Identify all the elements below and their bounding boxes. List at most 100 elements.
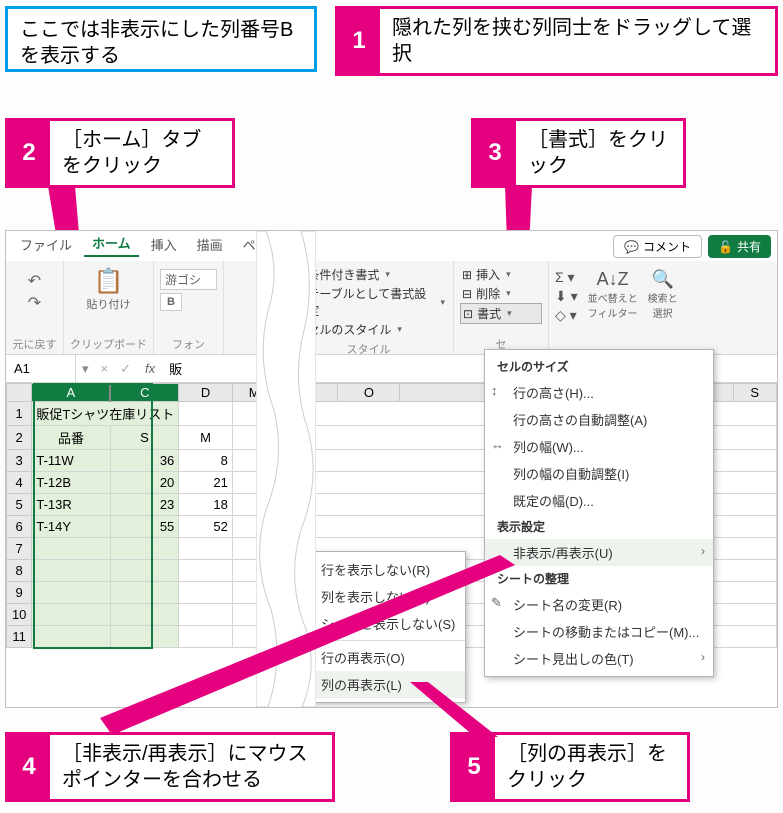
step-1-text: 隠れた列を挟む列同士をドラッグして選択 [380,9,775,73]
cell-a2[interactable]: 品番 [32,426,110,450]
row-header-5[interactable]: 5 [7,494,32,516]
find-label: 検索と 選択 [648,290,678,320]
cond-label: 条件付き書式 [307,266,379,283]
format-button[interactable]: ⊡書式▾ [460,303,542,324]
row-header-6[interactable]: 6 [7,516,32,538]
paste-icon[interactable]: 📋 [94,267,124,296]
tab-draw[interactable]: 描画 [189,232,231,257]
formula-content[interactable]: 販 [163,359,182,378]
row-header-3[interactable]: 3 [7,450,32,472]
col-header-a[interactable]: A [32,384,110,402]
row-header-4[interactable]: 4 [7,472,32,494]
row-header-2[interactable]: 2 [7,426,32,450]
step-5-number: 5 [453,735,495,799]
step-1-number: 1 [338,9,380,73]
share-label: 共有 [737,238,761,255]
col-width-icon: ↔ [491,437,504,452]
format-label: 書式 [477,305,501,322]
insert-cells[interactable]: ⊞挿入▾ [460,265,542,284]
bold-button[interactable]: B [160,293,182,311]
cell-d6[interactable]: 52 [179,516,233,538]
delete-icon: ⊟ [462,287,472,301]
row-header-11[interactable]: 11 [7,626,32,648]
menu-autofit-col[interactable]: 列の幅の自動調整(I) [485,460,713,487]
menu-rowh-label: 行の高さ(H)... [513,386,594,401]
submenu-arrow-icon: › [701,544,705,558]
comment-button[interactable]: 💬 コメント [613,235,702,258]
undo-icon[interactable]: ↶ [28,271,41,291]
step-3-text: ［書式］をクリック [516,121,683,185]
sum-icon[interactable]: Σ ▾ [555,269,578,286]
step-2-callout: 2 ［ホーム］タブをクリック [5,118,235,188]
row-header-10[interactable]: 10 [7,604,32,626]
tab-home[interactable]: ホーム [84,230,139,257]
name-box-chev[interactable]: ▾ [76,361,95,377]
cell-a4[interactable]: T-12B [32,472,110,494]
fx-icon[interactable]: fx [137,361,163,376]
share-button[interactable]: 🔓 共有 [708,235,771,258]
step-4-number: 4 [8,735,50,799]
step-3-callout: 3 ［書式］をクリック [471,118,686,188]
delete-label: 削除 [476,285,500,302]
cell-d5[interactable]: 18 [179,494,233,516]
fx-confirm-icon[interactable]: ✓ [114,361,137,377]
col-header-c[interactable]: C [110,384,179,402]
cell-c2[interactable]: S [110,426,179,450]
select-all-corner[interactable] [7,384,32,402]
tableformat-label: テーブルとして書式設定 [307,285,434,319]
menu-hideunhide-label: 非表示/再表示(U) [513,546,613,561]
step-1-callout: 1 隠れた列を挟む列同士をドラッグして選択 [335,6,778,76]
cell-c6[interactable]: 55 [110,516,179,538]
tab-insert[interactable]: 挿入 [143,232,185,257]
cell-d4[interactable]: 21 [179,472,233,494]
paste-label: 貼り付け [87,296,131,312]
col-header-s[interactable]: S [733,384,776,402]
cell-a5[interactable]: T-13R [32,494,110,516]
menu-col-width[interactable]: ↔列の幅(W)... [485,433,713,460]
name-box[interactable]: A1 [6,355,76,382]
row-header-1[interactable]: 1 [7,402,32,426]
comment-label: コメント [643,238,691,255]
menu-autofit-row[interactable]: 行の高さの自動調整(A) [485,406,713,433]
step-2-text: ［ホーム］タブをクリック [50,121,232,185]
cell-a3[interactable]: T-11W [32,450,110,472]
menu-header-visibility: 表示設定 [485,514,713,539]
cell-d3[interactable]: 8 [179,450,233,472]
redo-icon[interactable]: ↷ [28,293,41,313]
menu-row-height[interactable]: ↕行の高さ(H)... [485,379,713,406]
fx-cancel-icon[interactable]: × [95,361,115,376]
step-3-number: 3 [474,121,516,185]
step-2-number: 2 [8,121,50,185]
clear-icon[interactable]: ◇ ▾ [555,307,578,324]
row-header-8[interactable]: 8 [7,560,32,582]
step-5-callout: 5 ［列の再表示］をクリック [450,732,690,802]
note-callout: ここでは非表示にした列番号Bを表示する [5,6,317,72]
sort-label: 並べ替えと フィルター [588,290,638,320]
font-group-label: フォン [160,334,217,352]
tab-file[interactable]: ファイル [12,232,80,257]
cell-d1[interactable] [179,402,233,426]
ribbon: ↶ ↷ 元に戻す 📋 貼り付け クリップボード 游ゴシ B [6,261,777,355]
row-header-7[interactable]: 7 [7,538,32,560]
insert-icon: ⊞ [462,268,472,282]
cell-c5[interactable]: 23 [110,494,179,516]
cell-d2[interactable]: M [179,426,233,450]
delete-cells[interactable]: ⊟削除▾ [460,284,542,303]
cell-c4[interactable]: 20 [110,472,179,494]
sort-icon[interactable]: A↓Z [588,269,638,290]
menu-rename-label: シート名の変更(R) [513,598,622,613]
col-header-d[interactable]: D [179,384,233,402]
col-header-o[interactable]: O [338,384,400,402]
cell-a1[interactable]: 販促Tシャツ在庫リスト [32,402,179,426]
step-5-pointer [410,682,500,737]
menu-default-width[interactable]: 既定の幅(D)... [485,487,713,514]
font-name-box[interactable]: 游ゴシ [160,269,217,290]
find-icon[interactable]: 🔍 [648,269,678,290]
step-4-callout: 4 ［非表示/再表示］にマウスポインターを合わせる [5,732,335,802]
share-icon: 🔓 [718,240,733,254]
fill-icon[interactable]: ⬇ ▾ [555,288,578,305]
cell-a6[interactable]: T-14Y [32,516,110,538]
row-header-9[interactable]: 9 [7,582,32,604]
cell-c3[interactable]: 36 [110,450,179,472]
comment-icon: 💬 [624,240,639,254]
